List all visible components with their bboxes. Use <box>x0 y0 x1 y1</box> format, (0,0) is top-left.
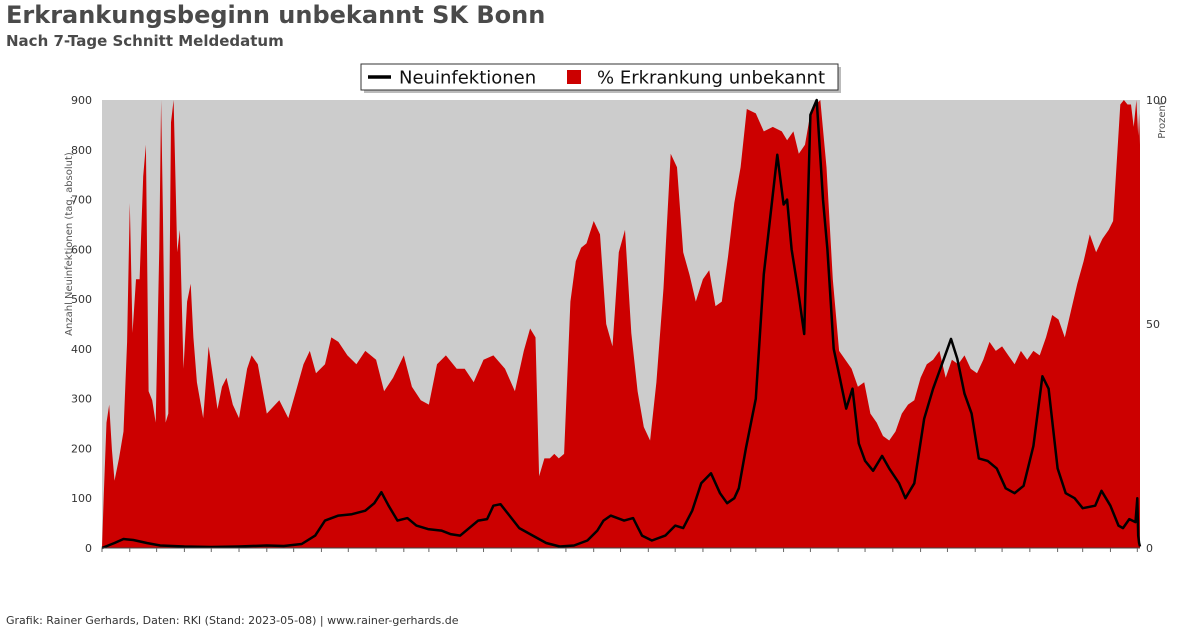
y-tick-label: 600 <box>71 243 92 256</box>
y-tick-label: 800 <box>71 144 92 157</box>
y2-tick-label: 0 <box>1146 542 1153 555</box>
footer-credit: Grafik: Rainer Gerhards, Daten: RKI (Sta… <box>6 614 459 627</box>
y-tick-label: 100 <box>71 492 92 505</box>
axes-layer: 0 100 200 300 400 500 600 700 800 900 0 50 100 <box>71 94 1167 555</box>
y-tick-label: 300 <box>71 393 92 406</box>
area-layer <box>102 100 1140 548</box>
chart-title: Erkrankungsbeginn unbekannt SK Bonn <box>6 1 546 29</box>
series-line-neuinfektionen <box>101 98 1142 550</box>
y-tick-label: 700 <box>71 194 92 207</box>
legend-label-erkrankung-unbekannt: % Erkrankung unbekannt <box>597 68 825 89</box>
y2-axis-label: Prozent <box>1157 101 1168 139</box>
y-tick-label: 0 <box>85 542 92 555</box>
y-tick-label: 400 <box>71 343 92 356</box>
legend: Neuinfektionen % Erkrankung unbekannt <box>360 63 841 93</box>
y2-tick-label: 100 <box>1146 94 1167 107</box>
y-axis-label: Anzahl Neuinfektionen (tag. absolut) <box>64 152 75 336</box>
legend-label-neuinfektionen: Neuinfektionen <box>399 68 536 89</box>
y-tick-label: 200 <box>71 442 92 455</box>
chart-subtitle: Nach 7-Tage Schnitt Meldedatum <box>6 32 284 50</box>
legend-box <box>360 63 839 91</box>
y-tick-label: 900 <box>71 94 92 107</box>
series-area-erkrankung-unbekannt <box>102 100 1140 548</box>
y2-tick-label: 50 <box>1146 318 1160 331</box>
legend-swatch-erkrankung-unbekannt <box>567 70 581 84</box>
line-layer <box>101 98 1142 550</box>
y-tick-label: 500 <box>71 293 92 306</box>
